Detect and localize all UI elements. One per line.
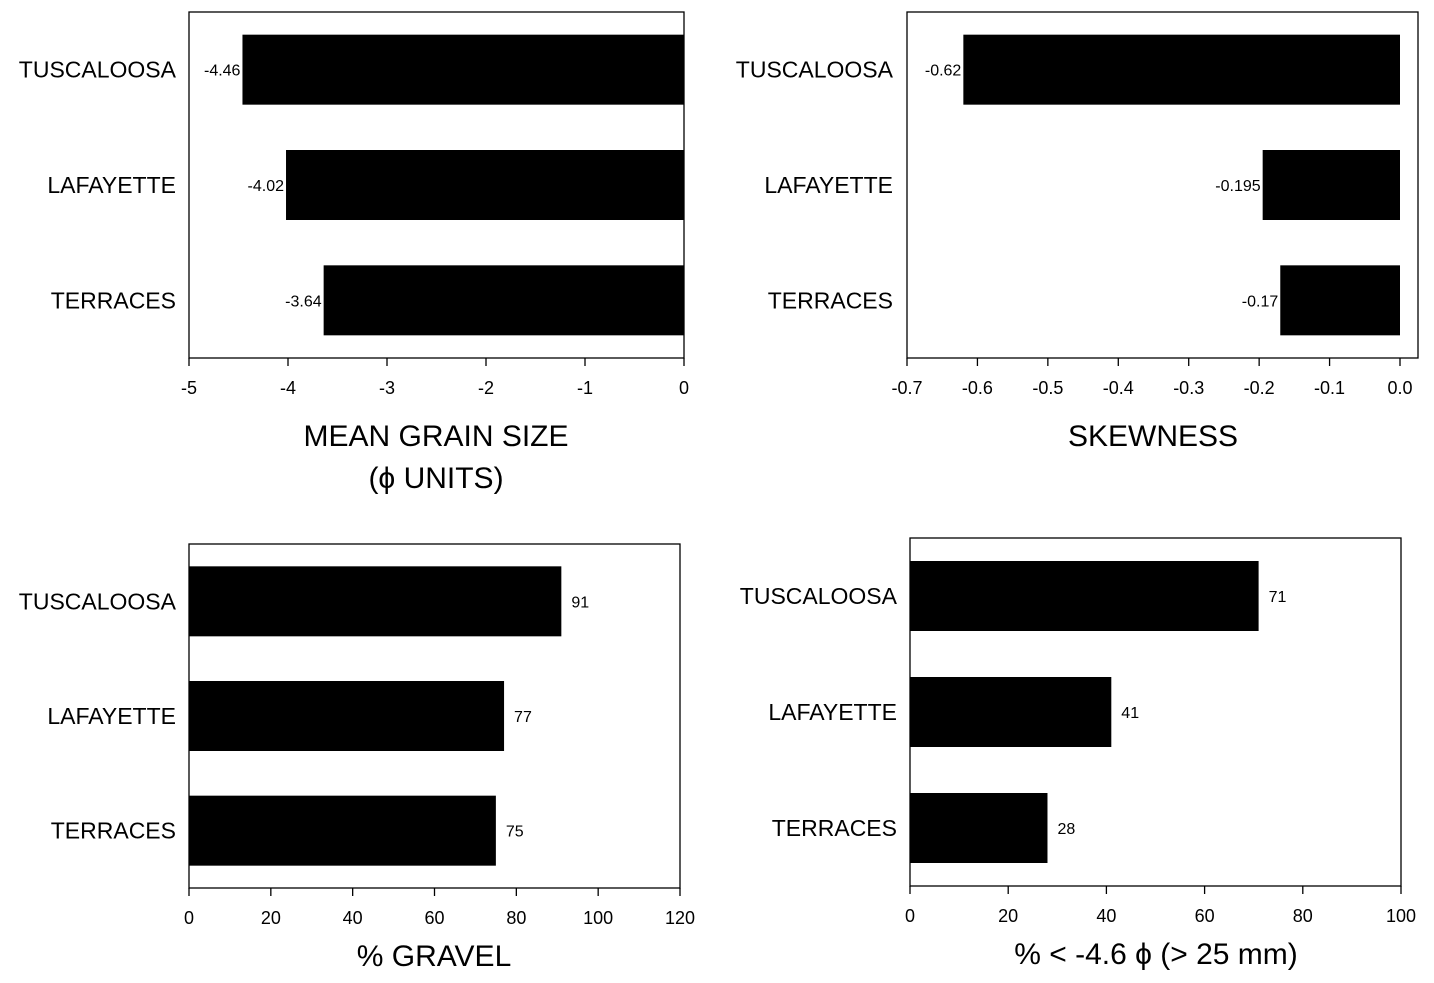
x-axis-title: (ϕ UNITS)	[368, 462, 503, 495]
bar-terraces	[1280, 265, 1400, 336]
x-tick-label: 20	[261, 908, 281, 928]
x-tick-label: 100	[583, 908, 613, 928]
data-label: -4.02	[248, 178, 285, 195]
category-label: TUSCALOOSA	[736, 57, 894, 83]
x-axis-title: % GRAVEL	[357, 940, 512, 973]
x-tick-label: 100	[1386, 906, 1416, 926]
category-label: TERRACES	[772, 815, 897, 841]
x-tick-label: -1	[577, 378, 593, 398]
category-label: LAFAYETTE	[768, 699, 897, 725]
data-label: 77	[514, 709, 532, 726]
category-label: LAFAYETTE	[764, 172, 893, 198]
x-tick-label: -0.2	[1244, 378, 1275, 398]
data-label: -0.62	[925, 63, 962, 80]
data-label: -4.46	[204, 63, 241, 80]
x-tick-label: 120	[665, 908, 695, 928]
x-tick-label: -0.5	[1032, 378, 1063, 398]
data-label: 41	[1121, 705, 1139, 722]
bar-tuscaloosa	[189, 566, 562, 637]
category-label: LAFAYETTE	[47, 703, 176, 729]
bar-lafayette	[910, 677, 1112, 747]
bar-lafayette	[189, 681, 505, 751]
data-label: 91	[571, 594, 589, 611]
bar-tuscaloosa	[910, 561, 1259, 631]
data-label: 71	[1269, 589, 1287, 606]
x-tick-label: 20	[998, 906, 1018, 926]
chart-panel-4: TUSCALOOSA 71 LAFAYETTE 41 TERRACES 28 0 20 40 60…	[740, 537, 1416, 971]
x-tick-label: -0.7	[891, 378, 922, 398]
x-tick-label: -0.4	[1103, 378, 1134, 398]
x-tick-label: 80	[506, 908, 526, 928]
x-tick-label: 60	[424, 908, 444, 928]
x-tick-label: 80	[1293, 906, 1313, 926]
bar-terraces	[189, 795, 496, 866]
bar-lafayette	[1262, 150, 1400, 220]
category-label: TUSCALOOSA	[19, 57, 177, 83]
data-label: 28	[1057, 821, 1075, 838]
category-label: LAFAYETTE	[47, 172, 176, 198]
x-axis-title: SKEWNESS	[1068, 420, 1238, 453]
chart-panel-2: TUSCALOOSA -0.62 LAFAYETTE -0.195 TERRACES -0…	[736, 11, 1419, 453]
data-label: -3.64	[285, 293, 322, 310]
bar-tuscaloosa	[963, 34, 1400, 105]
x-axis-title: % < -4.6 ϕ (> 25 mm)	[1014, 938, 1298, 971]
x-tick-label: 60	[1195, 906, 1215, 926]
bar-terraces	[323, 265, 684, 336]
x-tick-label: -3	[379, 378, 395, 398]
x-tick-label: 0	[905, 906, 915, 926]
x-tick-label: -0.3	[1173, 378, 1204, 398]
category-label: TUSCALOOSA	[740, 583, 898, 609]
category-label: TERRACES	[51, 818, 176, 844]
category-label: TUSCALOOSA	[19, 588, 177, 614]
x-tick-label: -2	[478, 378, 494, 398]
x-tick-label: -5	[181, 378, 197, 398]
x-tick-label: -0.6	[962, 378, 993, 398]
bar-tuscaloosa	[242, 34, 684, 105]
x-tick-label: -4	[280, 378, 296, 398]
category-label: TERRACES	[768, 287, 893, 313]
x-tick-label: 40	[1096, 906, 1116, 926]
data-label: 75	[506, 824, 524, 841]
category-label: TERRACES	[51, 287, 176, 313]
x-tick-label: 0	[184, 908, 194, 928]
x-axis-title: MEAN GRAIN SIZE	[303, 420, 568, 453]
bar-lafayette	[286, 150, 684, 220]
data-label: -0.17	[1242, 293, 1279, 310]
data-label: -0.195	[1215, 178, 1260, 195]
chart-panel-1: TUSCALOOSA -4.46 LAFAYETTE -4.02 TERRACES -3.…	[19, 11, 689, 495]
plot-frame	[906, 11, 1419, 359]
x-tick-label: -0.1	[1314, 378, 1345, 398]
chart-panel-3: TUSCALOOSA 91 LAFAYETTE 77 TERRACES 75 0 20 40 60…	[19, 543, 695, 973]
bar-terraces	[910, 793, 1048, 863]
x-tick-label: 40	[343, 908, 363, 928]
x-tick-label: 0.0	[1387, 378, 1412, 398]
x-tick-label: 0	[679, 378, 689, 398]
